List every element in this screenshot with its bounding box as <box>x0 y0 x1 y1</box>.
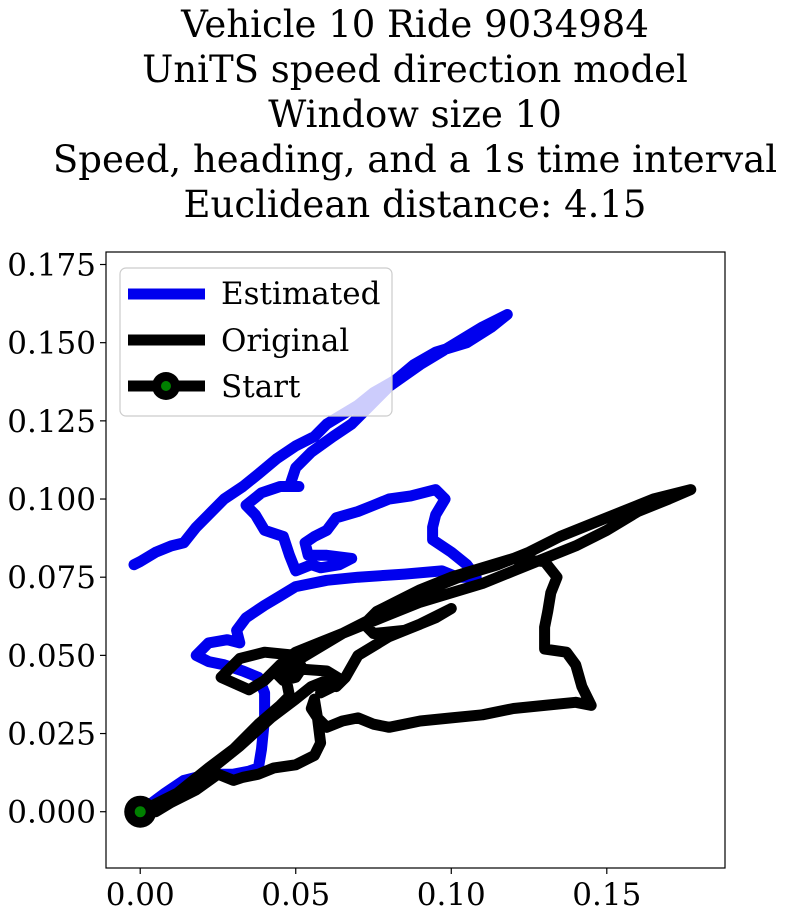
x-axis: 0.00 0.05 0.10 0.15 <box>106 868 641 913</box>
title-line-4: Speed, heading, and a 1s time interval <box>52 138 778 181</box>
legend-label-estimated: Estimated <box>221 276 380 312</box>
x-tick-label: 0.00 <box>106 877 175 913</box>
y-tick-label: 0.075 <box>7 560 96 596</box>
title-line-5: Euclidean distance: 4.15 <box>183 183 647 226</box>
plot-frame <box>105 251 726 869</box>
y-tick-label: 0.100 <box>7 482 96 518</box>
y-tick-label: 0.125 <box>7 404 96 440</box>
title-line-1: Vehicle 10 Ride 9034984 <box>181 3 649 46</box>
legend-box <box>119 267 393 417</box>
legend-start-marker-inner <box>161 381 171 391</box>
legend-label-start: Start <box>221 369 301 405</box>
title-line-2: UniTS speed direction model <box>142 48 688 91</box>
y-axis: 0.000 0.025 0.050 0.075 0.100 0.125 0.150 0.175 <box>7 248 106 831</box>
y-tick-label: 0.025 <box>7 717 96 753</box>
legend-label-original: Original <box>221 323 349 359</box>
legend: Estimated Original Start <box>119 267 393 417</box>
y-tick-label: 0.150 <box>7 326 96 362</box>
x-tick-label: 0.05 <box>261 877 330 913</box>
title-line-3: Window size 10 <box>268 93 562 136</box>
y-tick-label: 0.000 <box>7 795 96 831</box>
chart-title: Vehicle 10 Ride 9034984 UniTS speed dire… <box>0 2 788 227</box>
x-tick-label: 0.15 <box>572 877 641 913</box>
series-line-original <box>134 484 697 818</box>
x-tick-label: 0.10 <box>417 877 486 913</box>
y-tick-label: 0.050 <box>7 638 96 674</box>
y-tick-label: 0.175 <box>7 248 96 284</box>
start-marker-inner <box>134 806 146 818</box>
